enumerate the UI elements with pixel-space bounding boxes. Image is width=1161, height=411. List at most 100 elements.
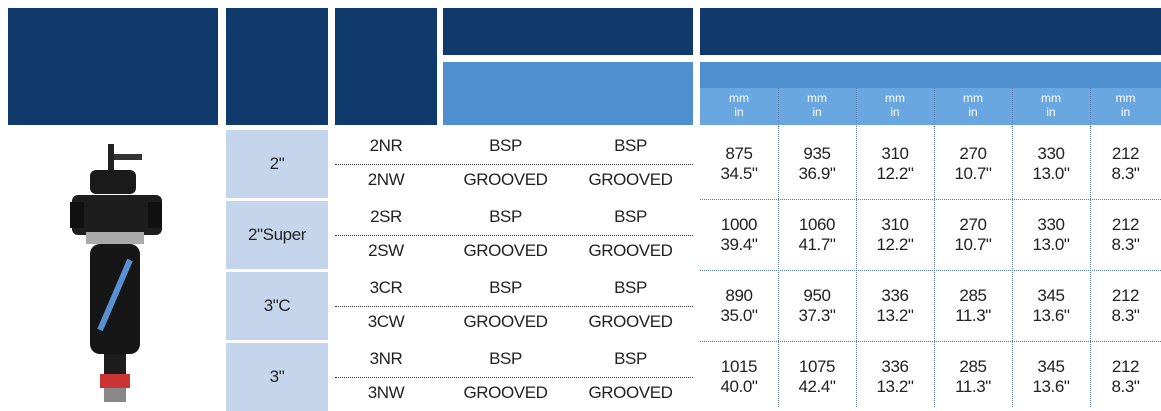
model: 3CR: [335, 278, 437, 298]
connection: GROOVED: [443, 312, 568, 332]
dimension: 39.4": [700, 235, 778, 255]
connection: BSP: [568, 349, 693, 369]
connection: GROOVED: [443, 241, 568, 261]
dimension: 12.2": [856, 164, 934, 184]
dimension: 34.5": [700, 164, 778, 184]
dimension: 890: [700, 286, 778, 306]
dimension: 950: [778, 286, 856, 306]
dimension: 37.3": [778, 306, 856, 326]
connection: BSP: [443, 207, 568, 227]
dimension: 336: [856, 286, 934, 306]
header-block: [443, 62, 693, 125]
dimension: 11.3": [934, 306, 1012, 326]
model: 2SR: [335, 207, 437, 227]
dimension: 13.6": [1012, 377, 1090, 397]
dimension: 13.0": [1012, 164, 1090, 184]
connection: GROOVED: [568, 383, 693, 403]
unit-label: in: [856, 106, 934, 119]
connection: GROOVED: [568, 241, 693, 261]
dimension: 42.4": [778, 377, 856, 397]
group-divider: [700, 270, 1161, 271]
dimension: 1075: [778, 357, 856, 377]
dimension: 8.3": [1090, 306, 1161, 326]
unit-label: in: [1090, 106, 1161, 119]
dimension: 345: [1012, 357, 1090, 377]
unit-label: mm: [1090, 92, 1161, 105]
dimension: 285: [934, 357, 1012, 377]
dimension: 935: [778, 144, 856, 164]
model: 3NR: [335, 349, 437, 369]
dimension: 10.7": [934, 235, 1012, 255]
unit-label: mm: [700, 92, 778, 105]
row-divider: [335, 306, 693, 307]
connection: BSP: [443, 278, 568, 298]
dimension: 310: [856, 144, 934, 164]
dimension: 35.0": [700, 306, 778, 326]
row-divider: [335, 235, 693, 236]
connection: BSP: [568, 207, 693, 227]
dimension: 12.2": [856, 235, 934, 255]
dimension: 8.3": [1090, 377, 1161, 397]
unit-label: in: [778, 106, 856, 119]
dimension: 270: [934, 215, 1012, 235]
connection: GROOVED: [443, 383, 568, 403]
dimension: 10.7": [934, 164, 1012, 184]
unit-label: mm: [856, 92, 934, 105]
size-label: 2": [226, 154, 328, 174]
dimension: 212: [1090, 215, 1161, 235]
row-divider: [335, 164, 693, 165]
header-block: [335, 8, 437, 125]
page: mminmminmminmminmminmmin2"2NRBSPBSP2NWGR…: [0, 0, 1161, 407]
model: 3NW: [335, 383, 437, 403]
dimension: 212: [1090, 357, 1161, 377]
dimension: 13.0": [1012, 235, 1090, 255]
header-block: [700, 8, 1161, 55]
model: 2NW: [335, 170, 437, 190]
header-block: [700, 62, 1161, 88]
dimension: 8.3": [1090, 164, 1161, 184]
dimension: 330: [1012, 144, 1090, 164]
unit-label: mm: [1012, 92, 1090, 105]
connection: BSP: [443, 349, 568, 369]
dimension: 336: [856, 357, 934, 377]
connection: BSP: [443, 136, 568, 156]
dimension: 330: [1012, 215, 1090, 235]
connection: BSP: [568, 278, 693, 298]
connection: GROOVED: [568, 312, 693, 332]
dimension: 8.3": [1090, 235, 1161, 255]
model: 2NR: [335, 136, 437, 156]
model: 3CW: [335, 312, 437, 332]
dimension: 13.2": [856, 306, 934, 326]
size-label: 3"C: [226, 296, 328, 316]
dimension: 875: [700, 144, 778, 164]
model: 2SW: [335, 241, 437, 261]
group-divider: [700, 199, 1161, 200]
unit-label: in: [934, 106, 1012, 119]
dimension: 13.6": [1012, 306, 1090, 326]
connection: BSP: [568, 136, 693, 156]
connection: GROOVED: [568, 170, 693, 190]
dimension: 40.0": [700, 377, 778, 397]
connection: GROOVED: [443, 170, 568, 190]
dimension: 212: [1090, 144, 1161, 164]
header-block: [226, 8, 328, 125]
unit-label: mm: [934, 92, 1012, 105]
unit-label: in: [700, 106, 778, 119]
dimension: 41.7": [778, 235, 856, 255]
header-block: [443, 8, 693, 55]
filter-image: [60, 140, 170, 405]
size-label: 2"Super: [226, 225, 328, 245]
dimension: 270: [934, 144, 1012, 164]
dimension: 1060: [778, 215, 856, 235]
dimension: 1000: [700, 215, 778, 235]
dimension: 1015: [700, 357, 778, 377]
group-divider: [700, 341, 1161, 342]
dimension: 285: [934, 286, 1012, 306]
dimension: 13.2": [856, 377, 934, 397]
row-divider: [335, 377, 693, 378]
dimension: 11.3": [934, 377, 1012, 397]
header-block: [8, 8, 218, 125]
unit-label: in: [1012, 106, 1090, 119]
size-label: 3": [226, 367, 328, 387]
unit-label: mm: [778, 92, 856, 105]
